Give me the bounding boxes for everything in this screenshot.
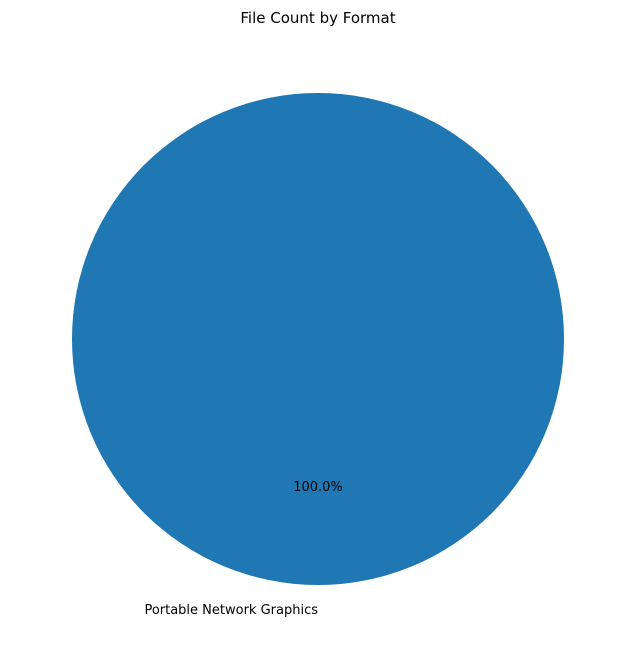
- slice-category-label: Portable Network Graphics: [144, 603, 318, 618]
- chart-title: File Count by Format: [240, 9, 395, 27]
- slice-percent-label: 100.0%: [293, 480, 343, 495]
- pie-slice: [72, 93, 564, 585]
- pie-labels: 100.0% Portable Network Graphics: [144, 480, 342, 618]
- pie-slices: [72, 93, 564, 585]
